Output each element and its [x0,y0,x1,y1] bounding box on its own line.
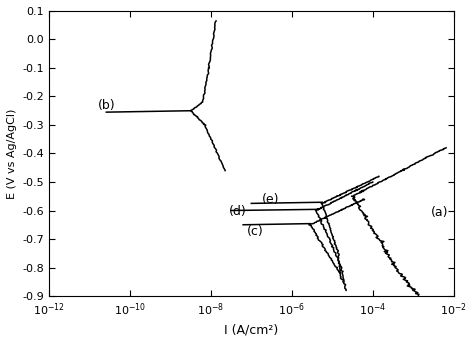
Text: (a): (a) [431,206,449,219]
Text: (b): (b) [98,99,115,112]
Text: (d): (d) [229,205,247,218]
X-axis label: I (A/cm²): I (A/cm²) [224,323,279,336]
Y-axis label: E (V vs Ag/AgCl): E (V vs Ag/AgCl) [7,108,17,199]
Text: (c): (c) [247,225,264,238]
Text: (e): (e) [262,192,279,205]
